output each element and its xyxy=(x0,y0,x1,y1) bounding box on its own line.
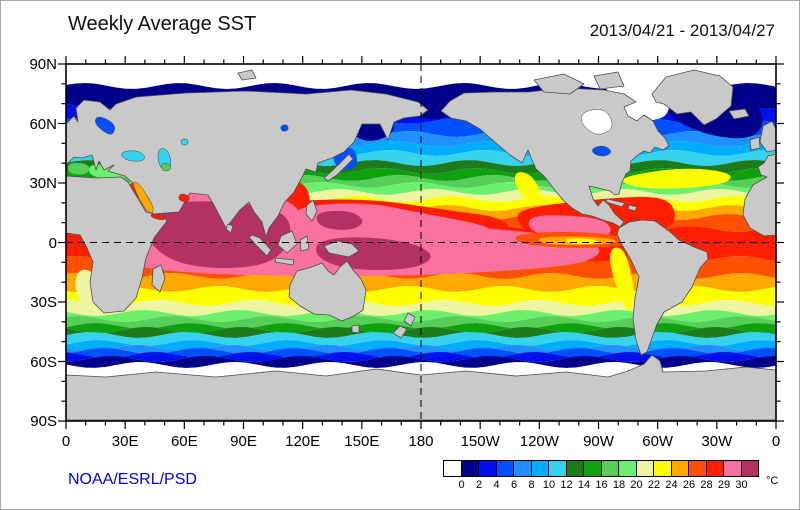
colorbar-cell xyxy=(670,460,689,477)
y-axis-label: 90N xyxy=(29,56,57,73)
figure-title: Weekly Average SST xyxy=(68,13,257,35)
land-new-zealand-north xyxy=(403,312,416,327)
land-sumatra xyxy=(248,234,272,257)
colorbar-tick-label: 18 xyxy=(612,479,626,491)
land-japan xyxy=(323,153,354,182)
x-axis-label: 60W xyxy=(642,433,674,450)
colorbar-tick-label: 28 xyxy=(700,479,713,491)
colorbar-cell xyxy=(688,460,707,477)
land-greenland xyxy=(651,69,734,126)
land-arctic-islands-b xyxy=(593,71,625,90)
colorbar-tick-label: 8 xyxy=(528,479,535,491)
map-frame-ticks xyxy=(58,56,784,429)
y-axis-label: 0 xyxy=(48,234,57,252)
land-java xyxy=(274,257,295,266)
land-tasmania xyxy=(351,324,360,334)
land-iberia-west-africa xyxy=(742,153,776,237)
y-axis-label: 90S xyxy=(30,413,57,430)
land-ireland xyxy=(749,136,761,151)
colorbar-tick-label: 30 xyxy=(735,479,748,491)
colorbar-cell xyxy=(460,460,479,477)
colorbar-tick-label: 14 xyxy=(577,479,591,491)
colorbar-tick-label: 16 xyxy=(595,479,608,491)
land-philippines xyxy=(305,199,318,222)
colorbar-tick-label: 10 xyxy=(542,479,556,491)
y-axis-label: 30N xyxy=(29,175,57,192)
land-australia xyxy=(288,260,367,322)
land-south-america xyxy=(616,219,709,356)
colorbar-cell xyxy=(600,460,619,477)
land-new-zealand-south xyxy=(392,325,408,339)
colorbar-cell xyxy=(478,460,497,477)
x-axis-label: 30E xyxy=(111,433,139,450)
x-axis-label: 0 xyxy=(771,433,781,450)
colorbar-tick-label: 2 xyxy=(475,479,483,491)
x-axis-label: 0 xyxy=(61,433,71,450)
colorbar-tick-label: 12 xyxy=(560,479,573,491)
x-axis-label: 60E xyxy=(170,433,198,450)
colorbar-cell xyxy=(443,460,462,477)
colorbar xyxy=(443,460,759,477)
x-axis-label: 120W xyxy=(519,433,559,450)
colorbar-cell xyxy=(705,460,724,477)
colorbar-cell xyxy=(618,460,637,477)
y-axis-label: 60N xyxy=(29,115,57,133)
colorbar-tick-label: 4 xyxy=(493,479,500,491)
colorbar-tick-label: 0 xyxy=(458,479,465,491)
land-cuba xyxy=(605,198,626,208)
colorbar-units: °C xyxy=(766,475,779,487)
colorbar-cell xyxy=(495,460,514,477)
land-africa xyxy=(66,175,168,314)
colorbar-cell xyxy=(653,460,672,477)
land-svalbard xyxy=(237,69,257,81)
colorbar-cell xyxy=(565,460,584,477)
date-range: 2013/04/21 - 2013/04/27 xyxy=(589,21,775,40)
colorbar-cell xyxy=(583,460,602,477)
colorbar-tick-row: 0 2 4 6 8 10 12 14 16 18 20 22 24 26 28 29 30 xyxy=(444,479,774,493)
colorbar-cell xyxy=(513,460,532,477)
land-iceland xyxy=(728,108,750,120)
map-contour-layer xyxy=(66,64,776,421)
land-hispaniola xyxy=(627,204,638,212)
land-great-britain xyxy=(759,120,776,153)
x-axis-label: 90E xyxy=(230,433,257,450)
land-madagascar xyxy=(151,264,166,293)
colorbar-tick-label: 29 xyxy=(717,479,731,491)
land-sri-lanka xyxy=(225,223,234,234)
y-axis-label: 30S xyxy=(30,294,57,311)
colorbar-tick-label: 20 xyxy=(630,479,643,491)
land-antarctica xyxy=(66,354,776,421)
colorbar-cell xyxy=(723,460,742,477)
colorbar-tick-label: 26 xyxy=(682,479,696,491)
y-axis-label: 60S xyxy=(30,353,57,371)
x-axis-label: 30W xyxy=(701,433,733,450)
x-axis-label: 120E xyxy=(285,433,321,450)
colorbar-tick-label: 24 xyxy=(665,479,678,491)
colorbar-tick-label: 22 xyxy=(647,479,661,491)
colorbar-tick-label: 6 xyxy=(510,479,518,491)
land-new-guinea xyxy=(323,240,360,258)
credit-text: NOAA/ESRL/PSD xyxy=(68,471,197,488)
colorbar-cell xyxy=(530,460,549,477)
land-eurasia xyxy=(66,89,429,238)
x-axis-label: 150W xyxy=(460,433,500,450)
land-sulawesi xyxy=(299,235,310,252)
x-axis-label: 150E xyxy=(344,433,380,450)
colorbar-cell xyxy=(548,460,567,477)
x-axis-label: 90W xyxy=(583,433,614,450)
colorbar-cell xyxy=(740,460,759,477)
x-axis-label: 180 xyxy=(408,433,434,450)
land-arctic-islands-a xyxy=(533,73,585,95)
colorbar-cell xyxy=(635,460,654,477)
